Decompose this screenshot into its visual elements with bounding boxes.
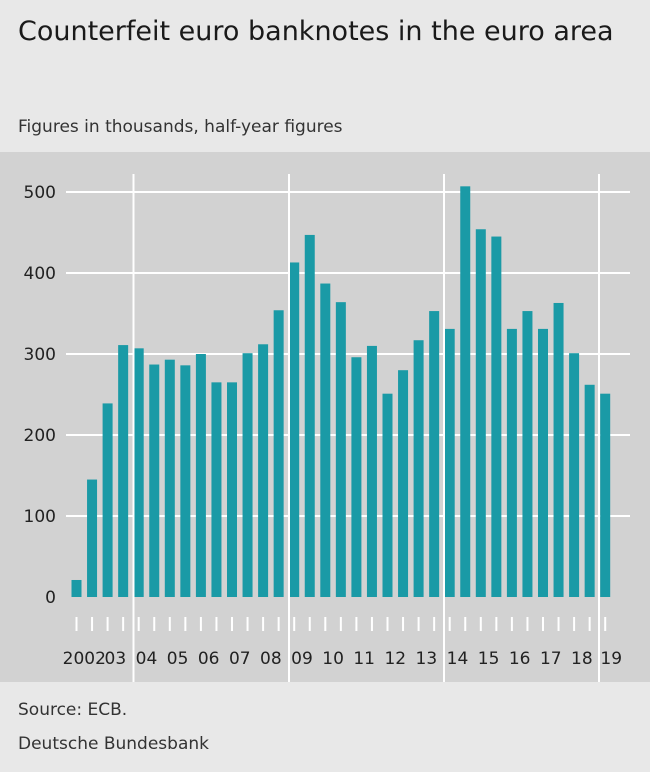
x-year-label: 12 bbox=[384, 649, 406, 669]
bar bbox=[242, 353, 253, 597]
bar bbox=[569, 353, 580, 597]
bar bbox=[335, 302, 346, 597]
bar bbox=[429, 311, 440, 597]
x-year-label: 13 bbox=[416, 649, 438, 669]
bar bbox=[366, 345, 377, 597]
y-tick-label: 400 bbox=[24, 264, 56, 284]
x-year-label: 07 bbox=[229, 649, 251, 669]
bar bbox=[382, 393, 393, 597]
y-tick-label: 200 bbox=[24, 426, 56, 446]
bar bbox=[180, 365, 191, 597]
y-tick-label: 300 bbox=[24, 345, 56, 365]
bar bbox=[553, 302, 564, 597]
bar bbox=[289, 262, 300, 597]
bar bbox=[164, 359, 175, 597]
y-tick-label: 100 bbox=[24, 507, 56, 527]
x-year-label: 03 bbox=[105, 649, 127, 669]
bar bbox=[118, 345, 129, 597]
x-year-label: 2002 bbox=[63, 649, 106, 669]
x-year-label: 18 bbox=[571, 649, 593, 669]
bar bbox=[320, 283, 331, 597]
bar bbox=[444, 328, 455, 597]
x-year-label: 09 bbox=[291, 649, 313, 669]
x-year-label: 14 bbox=[447, 649, 469, 669]
bar bbox=[227, 382, 237, 597]
bar bbox=[71, 579, 82, 597]
bar bbox=[506, 328, 517, 597]
bar bbox=[149, 364, 160, 597]
bar bbox=[398, 370, 409, 597]
x-year-label: 05 bbox=[167, 649, 189, 669]
y-tick-label: 500 bbox=[24, 183, 56, 203]
bar bbox=[351, 357, 362, 597]
x-year-label: 11 bbox=[353, 649, 375, 669]
bar bbox=[211, 382, 222, 597]
bar bbox=[102, 403, 113, 597]
bar bbox=[584, 384, 595, 597]
source-note: Source: ECB. bbox=[18, 700, 128, 720]
bar bbox=[87, 479, 98, 597]
x-year-label: 17 bbox=[540, 649, 562, 669]
x-year-label: 15 bbox=[478, 649, 500, 669]
x-year-label: 16 bbox=[509, 649, 531, 669]
publisher-note: Deutsche Bundesbank bbox=[18, 734, 209, 754]
bar bbox=[475, 229, 486, 597]
x-year-label: 04 bbox=[136, 649, 158, 669]
bar bbox=[133, 348, 144, 597]
bar bbox=[522, 311, 533, 597]
bar bbox=[538, 328, 548, 597]
chart-title: Counterfeit euro banknotes in the euro a… bbox=[18, 16, 614, 47]
plot-panel: 0 100 200 300 400 500 2002 03 04 05 06 07 08 09 10 11 12… bbox=[0, 152, 650, 682]
y-tick-label: 0 bbox=[45, 588, 56, 608]
x-year-label: 10 bbox=[322, 649, 344, 669]
bar bbox=[273, 310, 284, 597]
x-year-label: 08 bbox=[260, 649, 282, 669]
x-year-label: 06 bbox=[198, 649, 220, 669]
bar bbox=[304, 234, 315, 597]
bar bbox=[460, 186, 471, 597]
bar bbox=[413, 340, 424, 597]
x-year-label: 19 bbox=[600, 649, 622, 669]
bar bbox=[491, 236, 502, 598]
bar bbox=[600, 393, 611, 597]
chart-subtitle: Figures in thousands, half-year figures bbox=[18, 117, 343, 137]
bar bbox=[258, 344, 269, 597]
bar bbox=[195, 354, 206, 597]
